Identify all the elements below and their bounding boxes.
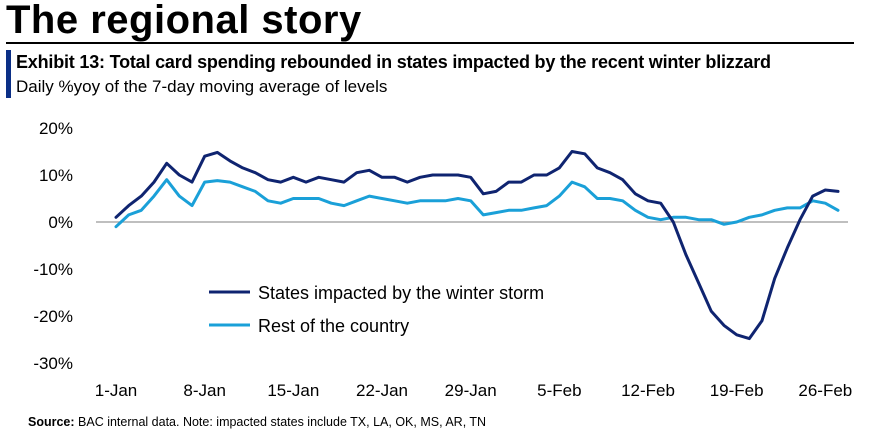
source-label: Source: — [28, 415, 75, 429]
x-tick-label: 19-Feb — [710, 381, 764, 400]
page-title: The regional story — [6, 0, 362, 42]
y-tick-label: -10% — [33, 260, 73, 279]
source-text: BAC internal data. Note: impacted states… — [74, 415, 487, 429]
x-tick-label: 15-Jan — [267, 381, 319, 400]
legend-label: Rest of the country — [258, 316, 409, 336]
y-tick-label: 20% — [39, 119, 73, 138]
legend-label: States impacted by the winter storm — [258, 283, 544, 303]
x-tick-label: 22-Jan — [356, 381, 408, 400]
x-tick-label: 26-Feb — [798, 381, 852, 400]
y-axis-tick-labels: 20% 10% 0% -10% -20% -30% — [33, 119, 73, 373]
x-axis-tick-labels: 1-Jan 8-Jan 15-Jan 22-Jan 29-Jan 5-Feb 12-Feb 1… — [95, 381, 853, 400]
exhibit-accent-bar — [6, 50, 11, 98]
x-tick-label: 12-Feb — [621, 381, 675, 400]
x-tick-label: 29-Jan — [445, 381, 497, 400]
x-tick-label: 1-Jan — [95, 381, 138, 400]
source-note: Source: BAC internal data. Note: impacte… — [28, 415, 486, 429]
x-tick-label: 8-Jan — [183, 381, 226, 400]
title-divider — [6, 42, 854, 44]
exhibit-title: Exhibit 13: Total card spending rebounde… — [16, 52, 771, 72]
legend: States impacted by the winter storm Rest … — [209, 283, 544, 336]
series-line-states-impacted — [114, 150, 840, 341]
y-tick-label: 0% — [48, 213, 73, 232]
y-tick-label: 10% — [39, 166, 73, 185]
y-tick-label: -30% — [33, 354, 73, 373]
series-line-rest-of-country — [114, 178, 840, 229]
y-tick-label: -20% — [33, 307, 73, 326]
exhibit-subtitle: Daily %yoy of the 7-day moving average o… — [16, 77, 388, 96]
series-lines — [114, 150, 840, 341]
x-tick-label: 5-Feb — [537, 381, 581, 400]
